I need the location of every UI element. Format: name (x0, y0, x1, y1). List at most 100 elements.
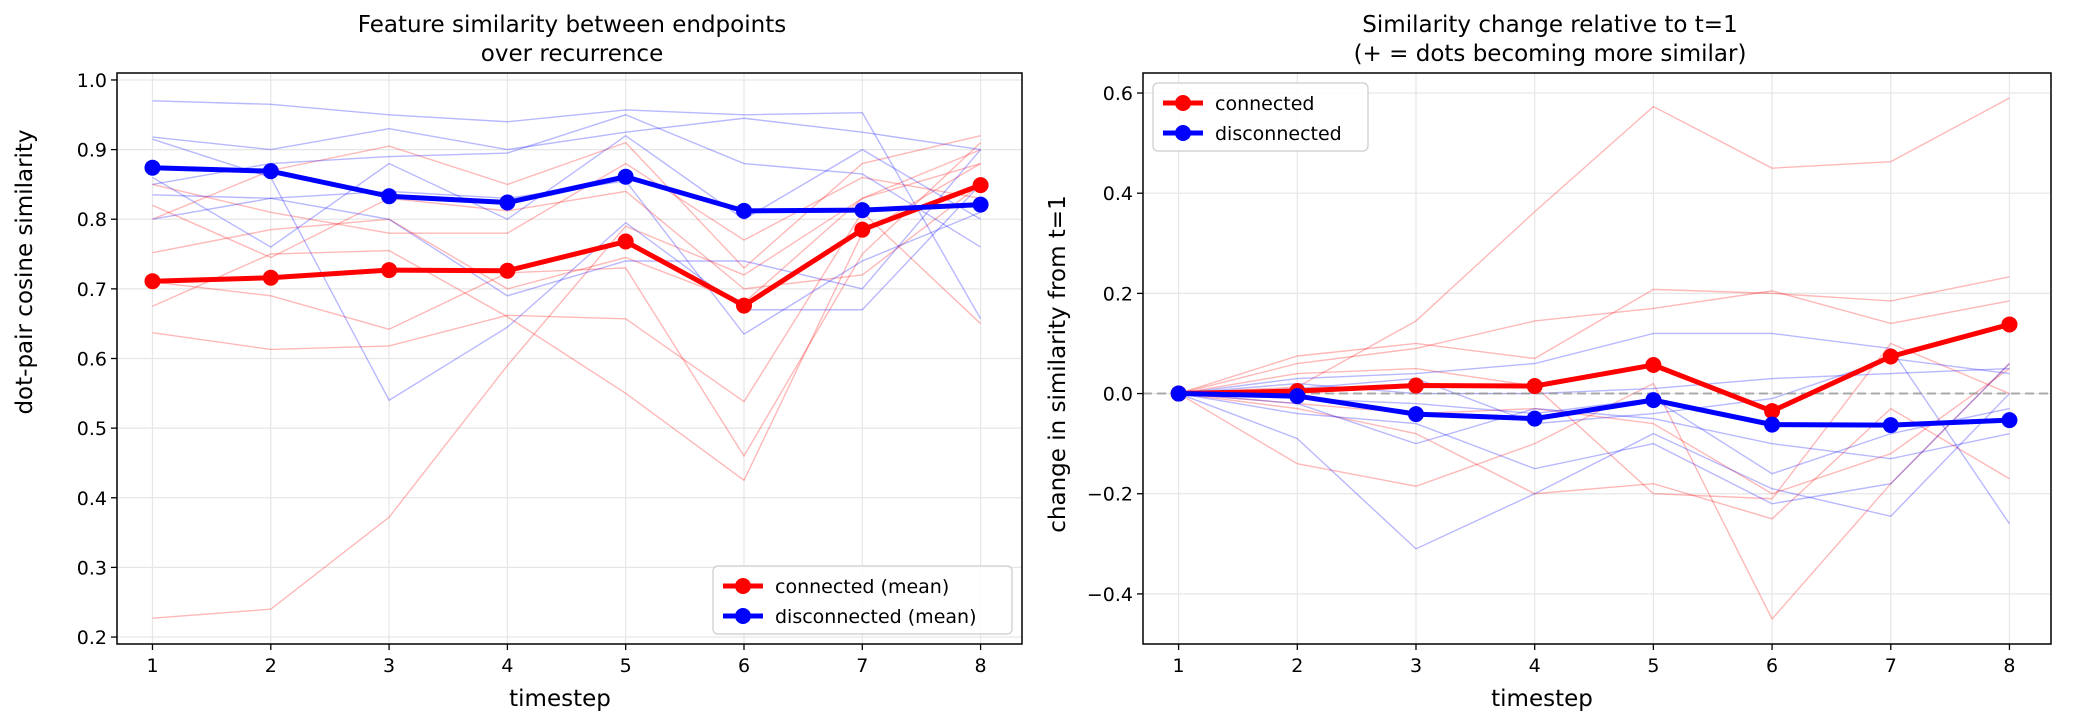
left-connected-sample-line (152, 162, 981, 304)
left-x-tick-label: 1 (146, 655, 158, 677)
right-x-tick-label: 5 (1647, 655, 1659, 677)
right-plot-frame (1142, 72, 2052, 645)
left-disconnected-mean-point (854, 202, 871, 219)
right-disconnected-point (1882, 417, 1899, 434)
left-grid (117, 73, 1022, 644)
right-connected-line (1178, 322, 2011, 414)
left-x-tick-label: 2 (265, 655, 277, 677)
left-x-tick-label: 5 (620, 655, 632, 677)
right-y-tick-label: 0.4 (1103, 183, 1133, 205)
right-y-tick-label: 0.2 (1103, 283, 1133, 305)
right-grid (1143, 73, 2051, 644)
right-disconnected-point (1526, 410, 1543, 427)
right-y-tick-label: −0.2 (1087, 484, 1133, 506)
right-disconnected-sample-line (1178, 363, 2010, 505)
left-x-ticks: 1 2 3 4 5 6 7 8 (146, 644, 987, 677)
right-connected-sample-line (1178, 97, 2010, 395)
left-connected-mean-point (972, 177, 989, 194)
right-mean-lines (1170, 316, 2018, 434)
right-disconnected-sample-line (1178, 392, 2010, 460)
left-x-tick-label: 8 (975, 655, 987, 677)
right-disconnected-point (1407, 406, 1424, 423)
left-legend-label: disconnected (mean) (775, 606, 976, 628)
left-connected-mean-point (735, 297, 752, 314)
left-connected-mean-line (152, 182, 982, 309)
right-x-axis-label: timestep (1491, 686, 1593, 712)
right-disconnected-sample-line (1178, 367, 2010, 395)
right-connected-sample-line (1178, 342, 2010, 500)
right-legend-label: connected (1215, 93, 1315, 115)
left-background-lines (152, 100, 982, 619)
right-x-tick-label: 8 (2003, 655, 2015, 677)
left-legend-box (712, 565, 1013, 635)
right-disconnected-sample-line (1178, 332, 2011, 525)
left-disconnected-sample-line (152, 117, 981, 151)
left-x-tick-label: 4 (501, 655, 513, 677)
right-connected-sample-line (1178, 363, 2010, 621)
left-x-tick-label: 7 (856, 655, 868, 677)
right-x-tick-label: 1 (1173, 655, 1185, 677)
left-y-ticks: 0.2 0.3 0.4 0.5 0.6 0.7 0.8 0.9 1.0 (77, 70, 117, 649)
left-y-tick-label: 0.7 (77, 279, 107, 301)
left-legend-marker (735, 608, 751, 624)
right-disconnected-sample-line (1178, 392, 2010, 550)
right-connected-point (1882, 348, 1899, 365)
left-connected-sample-line (152, 162, 981, 482)
left-connected-sample-line (152, 211, 982, 403)
right-x-tick-label: 3 (1410, 655, 1422, 677)
left-connected-sample-line (152, 134, 981, 269)
left-connected-mean-point (381, 262, 398, 279)
right-x-ticks: 1 2 3 4 5 6 7 8 (1173, 644, 2016, 677)
left-disconnected-mean-point (972, 196, 989, 213)
left-disconnected-mean-point (262, 163, 279, 180)
left-y-tick-label: 0.8 (77, 209, 107, 231)
right-connected-sample-line (1178, 367, 2010, 495)
left-connected-mean-point (499, 262, 516, 279)
right-connected-point (1645, 357, 1662, 374)
right-x-tick-label: 4 (1529, 655, 1541, 677)
left-legend-marker (735, 578, 751, 594)
right-y-tick-label: 0.6 (1103, 83, 1133, 105)
left-y-tick-label: 0.3 (77, 557, 107, 579)
right-connected-point (1764, 403, 1781, 420)
right-legend-marker (1175, 125, 1191, 141)
right-y-tick-label: −0.4 (1087, 584, 1133, 606)
left-y-tick-label: 1.0 (77, 70, 107, 92)
left-y-tick-label: 0.4 (77, 488, 107, 510)
left-chart-title-line1: Feature similarity between endpoints (358, 12, 786, 38)
right-y-axis-label: change in similarity from t=1 (1045, 195, 1071, 532)
left-y-tick-label: 0.6 (77, 349, 107, 371)
right-connected-sample-line (1178, 290, 2010, 395)
left-y-tick-label: 0.5 (77, 418, 107, 440)
right-x-tick-label: 6 (1766, 655, 1778, 677)
right-disconnected-point (1645, 392, 1662, 409)
left-disconnected-mean-point (499, 194, 516, 211)
left-y-axis-label: dot-pair cosine similarity (12, 129, 38, 414)
left-x-tick-label: 6 (738, 655, 750, 677)
left-connected-sample-line (152, 148, 981, 619)
left-disconnected-mean-point (381, 188, 398, 205)
left-chart-title-line2: over recurrence (481, 41, 663, 67)
right-x-tick-label: 2 (1291, 655, 1303, 677)
right-chart-title-line1: Similarity change relative to t=1 (1362, 12, 1737, 38)
left-connected-mean-point (617, 233, 634, 250)
left-disconnected-mean-line (152, 165, 981, 214)
right-legend: connected disconnected (1152, 82, 1369, 152)
right-legend-label: disconnected (1215, 123, 1342, 145)
right-x-tick-label: 7 (1885, 655, 1897, 677)
left-legend: connected (mean) disconnected (mean) (712, 565, 1013, 635)
left-x-axis-label: timestep (509, 686, 611, 712)
left-y-tick-label: 0.2 (77, 627, 107, 649)
right-connected-point (1526, 378, 1543, 395)
left-disconnected-mean-point (617, 168, 634, 185)
left-legend-label: connected (mean) (775, 576, 949, 598)
right-panel: Similarity change relative to t=1 (+ = d… (1045, 12, 2052, 712)
left-disconnected-sample-line (152, 134, 981, 248)
right-disconnected-line (1178, 391, 2010, 428)
right-connected-sample-line (1178, 276, 2010, 395)
right-y-ticks: −0.4 −0.2 0.0 0.2 0.4 0.6 (1087, 83, 1143, 606)
left-disconnected-sample-line (152, 114, 981, 248)
left-disconnected-mean-point (735, 202, 752, 219)
right-connected-point (1407, 377, 1424, 394)
